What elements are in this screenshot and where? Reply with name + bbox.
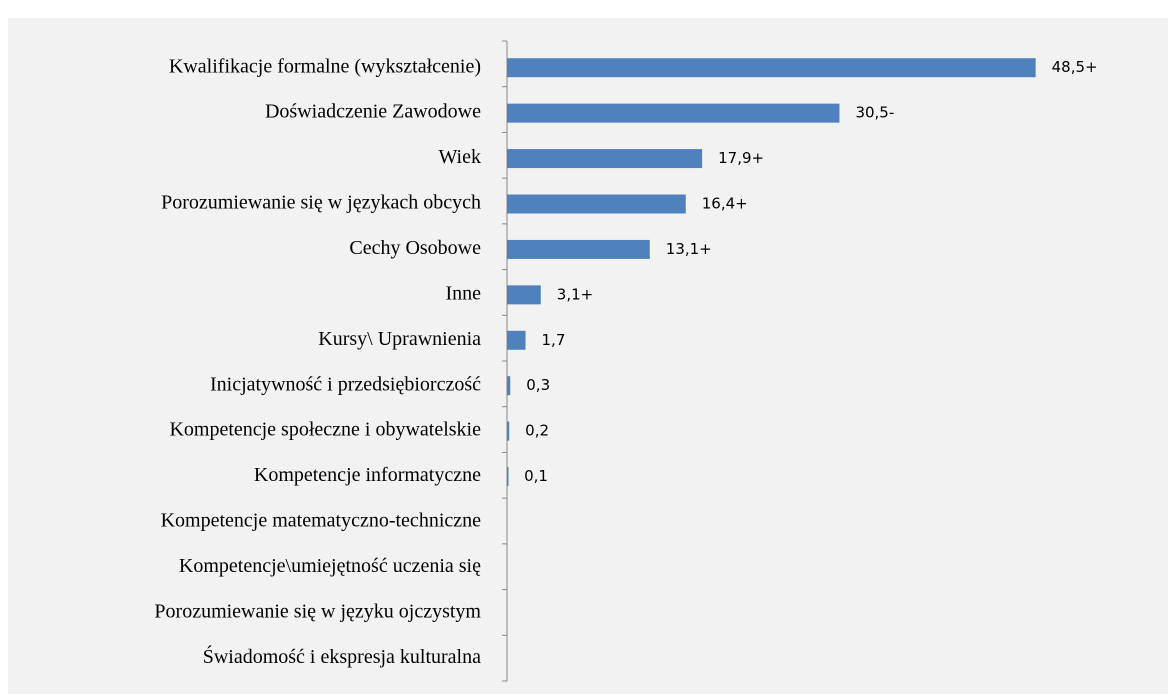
bar xyxy=(507,421,510,441)
category-label: Porozumiewanie się w językach obcych xyxy=(161,192,481,214)
value-label: 17,9+ xyxy=(718,149,764,167)
value-label: 0,1 xyxy=(524,467,548,485)
chart-background xyxy=(8,18,1168,694)
category-label: Kursy\ Uprawnienia xyxy=(318,328,481,350)
bar xyxy=(507,330,526,350)
bar xyxy=(507,149,703,169)
category-label: Inne xyxy=(445,282,481,304)
value-label: 13,1+ xyxy=(666,240,712,258)
value-label: 16,4+ xyxy=(702,195,748,213)
value-label: 3,1+ xyxy=(557,285,593,303)
category-label: Inicjatywność i przedsiębiorczość xyxy=(210,373,481,395)
category-label: Kompetencje społeczne i obywatelskie xyxy=(169,419,481,441)
bar xyxy=(507,376,511,396)
value-label: 0,2 xyxy=(525,422,549,440)
bar xyxy=(507,285,541,305)
value-label: 1,7 xyxy=(542,331,566,349)
bar xyxy=(507,103,840,123)
bar xyxy=(507,239,650,259)
category-label: Kompetencje\umiejętność uczenia się xyxy=(179,555,481,577)
category-label: Porozumiewanie się w języku ojczystym xyxy=(154,600,481,622)
category-label: Kompetencje matematyczno-techniczne xyxy=(161,510,482,532)
bar xyxy=(507,58,1036,78)
category-label: Cechy Osobowe xyxy=(349,237,481,259)
value-label: 0,3 xyxy=(526,376,550,394)
category-label: Doświadczenie Zawodowe xyxy=(265,101,481,123)
category-label: Kwalifikacje formalne (wykształcenie) xyxy=(169,55,481,77)
category-label: Świadomość i ekspresja kulturalna xyxy=(203,644,481,668)
value-label: 48,5+ xyxy=(1052,58,1098,76)
value-label: 30,5- xyxy=(855,104,894,122)
category-label: Wiek xyxy=(438,146,481,168)
category-label: Kompetencje informatyczne xyxy=(254,464,481,486)
bar xyxy=(507,194,686,214)
bar xyxy=(507,467,509,487)
